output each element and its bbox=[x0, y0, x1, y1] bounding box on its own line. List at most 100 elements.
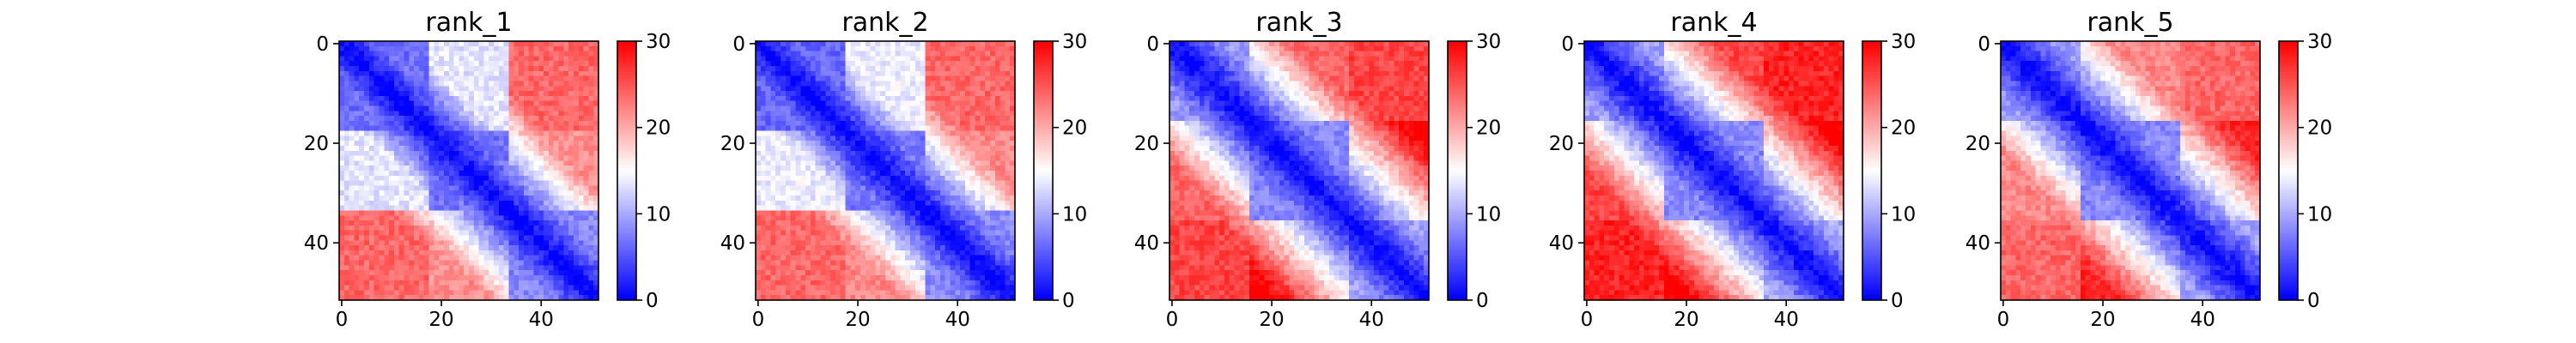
heatmap-cell bbox=[810, 105, 817, 111]
heatmap-cell bbox=[343, 75, 350, 82]
heatmap-cell bbox=[508, 245, 514, 251]
heatmap-cell bbox=[523, 91, 530, 97]
heatmap-cell bbox=[920, 61, 927, 67]
heatmap-cell bbox=[503, 116, 510, 122]
heatmap-cell bbox=[568, 230, 574, 237]
heatmap-cell bbox=[498, 180, 505, 187]
heatmap-cell bbox=[478, 116, 485, 122]
heatmap-cell bbox=[494, 75, 500, 82]
heatmap-cell bbox=[563, 70, 569, 77]
heatmap-cell bbox=[384, 141, 390, 147]
heatmap-cell bbox=[343, 116, 350, 122]
heatmap-cell bbox=[469, 260, 475, 266]
heatmap-cell bbox=[483, 135, 489, 141]
heatmap-cell bbox=[770, 141, 776, 147]
heatmap-cell bbox=[494, 210, 500, 216]
heatmap-cell bbox=[459, 56, 465, 62]
heatmap-cell bbox=[875, 91, 881, 97]
heatmap-cell bbox=[930, 86, 936, 92]
heatmap-cell bbox=[503, 135, 510, 141]
heatmap-cell bbox=[914, 165, 921, 172]
heatmap-cell bbox=[795, 45, 801, 52]
heatmap-cell bbox=[498, 205, 505, 212]
heatmap-cell bbox=[860, 51, 866, 57]
heatmap-cell bbox=[418, 86, 425, 92]
heatmap-cell bbox=[930, 171, 936, 177]
heatmap-cell bbox=[760, 240, 767, 246]
heatmap-cell bbox=[835, 70, 841, 77]
heatmap-cell bbox=[955, 86, 961, 92]
heatmap-cell bbox=[453, 70, 459, 77]
heatmap-cell bbox=[409, 196, 415, 202]
heatmap-cell bbox=[418, 135, 425, 141]
heatmap-cell bbox=[469, 185, 475, 191]
heatmap-cell bbox=[578, 135, 585, 141]
heatmap-cell bbox=[890, 165, 896, 172]
heatmap-cell bbox=[508, 285, 514, 291]
heatmap-cell bbox=[519, 255, 525, 262]
heatmap-cell bbox=[343, 196, 350, 202]
heatmap-cell bbox=[980, 125, 986, 132]
heatmap-cell bbox=[563, 205, 569, 212]
heatmap-cell bbox=[980, 235, 986, 241]
heatmap-cell bbox=[910, 245, 916, 251]
heatmap-cell bbox=[359, 270, 365, 276]
heatmap-cell bbox=[950, 86, 956, 92]
heatmap-cell bbox=[439, 180, 445, 187]
heatmap-cell bbox=[593, 220, 599, 226]
heatmap-cell bbox=[418, 295, 425, 301]
heatmap-cell bbox=[404, 285, 410, 291]
heatmap-cell bbox=[920, 225, 927, 232]
heatmap-cell bbox=[588, 255, 594, 262]
heatmap-cell bbox=[578, 210, 585, 216]
heatmap-cell bbox=[830, 200, 836, 207]
heatmap-cell bbox=[523, 240, 530, 246]
colorbar-segment bbox=[617, 263, 636, 268]
heatmap-cell bbox=[544, 225, 550, 232]
heatmap-cell bbox=[544, 130, 550, 136]
heatmap-cell bbox=[568, 285, 574, 291]
heatmap-cell bbox=[434, 274, 440, 281]
heatmap-cell bbox=[781, 190, 787, 196]
heatmap-cell bbox=[790, 105, 797, 111]
heatmap-cell bbox=[950, 215, 956, 221]
heatmap-cell bbox=[339, 190, 345, 196]
heatmap-cell bbox=[930, 100, 936, 107]
heatmap-cell bbox=[999, 160, 1005, 166]
heatmap-cell bbox=[483, 230, 489, 237]
heatmap-cell bbox=[825, 190, 831, 196]
heatmap-cell bbox=[519, 285, 525, 291]
heatmap-cell bbox=[339, 160, 345, 166]
heatmap-cell bbox=[528, 274, 535, 281]
heatmap-cell bbox=[835, 51, 841, 57]
heatmap-cell bbox=[815, 225, 822, 232]
heatmap-cell bbox=[414, 270, 420, 276]
heatmap-cell bbox=[593, 225, 599, 232]
heatmap-cell bbox=[503, 200, 510, 207]
heatmap-cell bbox=[563, 135, 569, 141]
heatmap-cell bbox=[583, 235, 589, 241]
heatmap-cell bbox=[583, 240, 589, 246]
heatmap-cell bbox=[914, 215, 921, 221]
heatmap-cell bbox=[464, 100, 470, 107]
heatmap-cell bbox=[781, 120, 787, 127]
heatmap-cell bbox=[398, 70, 405, 77]
heatmap-cell bbox=[459, 105, 465, 111]
heatmap-cell bbox=[985, 215, 991, 221]
heatmap-cell bbox=[920, 75, 927, 82]
heatmap-cell bbox=[428, 225, 434, 232]
heatmap-cell bbox=[483, 285, 489, 291]
heatmap-cell bbox=[785, 120, 792, 127]
heatmap-cell bbox=[423, 61, 430, 67]
heatmap-cell bbox=[760, 235, 767, 241]
heatmap-cell bbox=[473, 70, 480, 77]
heatmap-cell bbox=[443, 235, 450, 241]
heatmap-cell bbox=[825, 125, 831, 132]
heatmap-cell bbox=[985, 61, 991, 67]
heatmap-cell bbox=[494, 61, 500, 67]
heatmap-cell bbox=[538, 280, 544, 286]
heatmap-cell bbox=[418, 45, 425, 52]
heatmap-cell bbox=[910, 86, 916, 92]
heatmap-cell bbox=[820, 205, 826, 212]
heatmap-cell bbox=[489, 215, 495, 221]
